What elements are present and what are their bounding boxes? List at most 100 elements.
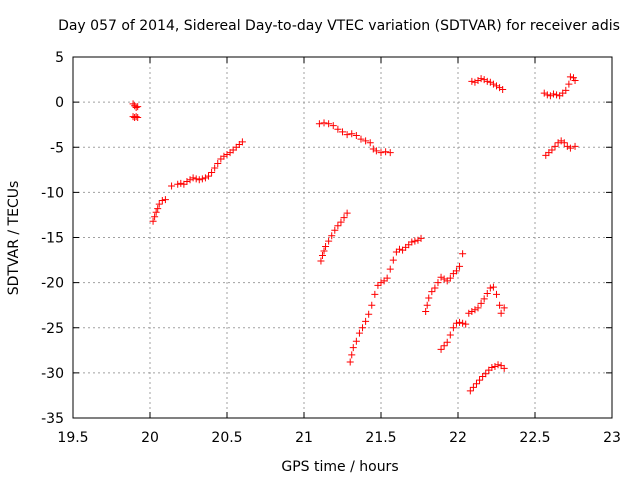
- data-point: [566, 144, 574, 152]
- data-point: [408, 238, 416, 246]
- data-point: [456, 262, 464, 270]
- data-point: [220, 152, 228, 160]
- data-point: [192, 175, 200, 183]
- series-arc-11: [540, 73, 579, 100]
- data-point: [362, 317, 370, 325]
- data-point: [411, 237, 419, 245]
- data-point: [318, 252, 326, 260]
- data-point: [205, 172, 213, 180]
- data-point: [431, 284, 439, 292]
- data-point: [546, 92, 554, 100]
- data-point: [131, 102, 139, 110]
- data-point: [499, 85, 507, 93]
- data-point: [493, 82, 500, 90]
- y-axis-title: SDTVAR / TECUs: [6, 181, 22, 296]
- data-point: [560, 139, 568, 147]
- data-point: [366, 139, 374, 147]
- x-axis-title: GPS time / hours: [281, 459, 398, 475]
- data-point: [151, 213, 159, 221]
- y-tick-label: -5: [50, 140, 64, 156]
- data-point: [362, 137, 370, 145]
- data-point: [486, 78, 494, 86]
- series-arc-9: [466, 361, 508, 395]
- data-point: [471, 78, 479, 86]
- data-point: [186, 176, 194, 184]
- data-point: [238, 138, 246, 146]
- data-point: [223, 150, 231, 158]
- data-point: [480, 295, 488, 303]
- x-tick-label: 23: [603, 430, 621, 446]
- series-arc-2: [149, 138, 246, 225]
- plot-frame: [72, 56, 613, 419]
- data-point: [317, 257, 325, 265]
- data-point: [357, 135, 365, 143]
- data-point: [477, 299, 485, 307]
- data-point: [348, 130, 356, 138]
- data-point: [198, 175, 206, 183]
- data-point: [355, 329, 363, 337]
- series-arc-12: [542, 137, 579, 159]
- data-point: [214, 159, 222, 167]
- data-point: [553, 91, 561, 99]
- data-point: [483, 289, 491, 297]
- data-point: [208, 169, 216, 177]
- series-arc-5: [346, 234, 425, 366]
- data-point: [440, 275, 448, 283]
- series-arc-6: [422, 250, 467, 316]
- data-point: [494, 361, 502, 369]
- data-point: [563, 142, 571, 150]
- data-point: [468, 77, 476, 85]
- data-point: [452, 319, 460, 327]
- data-point: [395, 245, 403, 253]
- x-tick-labels: 19.5 20 20.5 21 21.5 22 22.5 23: [57, 430, 621, 446]
- data-point: [352, 132, 360, 140]
- data-point: [493, 290, 500, 298]
- data-point: [554, 139, 562, 147]
- y-tick-labels: -35 -30 -25 -20 -15 -10 -5 0 5: [41, 50, 64, 427]
- data-point: [369, 145, 377, 153]
- data-point: [500, 364, 508, 372]
- data-points: [129, 73, 579, 395]
- series-arc-4: [317, 209, 351, 265]
- data-point: [149, 217, 157, 225]
- series-arc-1b: [129, 113, 142, 121]
- data-point: [462, 320, 470, 328]
- data-point: [382, 148, 390, 156]
- data-point: [349, 344, 357, 352]
- data-point: [343, 131, 351, 139]
- data-point: [446, 274, 454, 282]
- data-point: [383, 274, 391, 282]
- data-point: [425, 294, 433, 302]
- data-point: [343, 209, 351, 217]
- data-point: [489, 283, 497, 291]
- y-tick-label: -20: [41, 276, 64, 292]
- data-point: [443, 338, 451, 346]
- data-point: [440, 342, 448, 350]
- data-point: [414, 236, 422, 244]
- data-point: [476, 376, 484, 384]
- y-tick-label: -35: [41, 411, 64, 427]
- data-point: [540, 89, 548, 97]
- data-point: [482, 370, 490, 378]
- data-point: [337, 218, 345, 226]
- data-point: [129, 100, 137, 108]
- data-point: [132, 113, 140, 121]
- data-point: [339, 128, 346, 136]
- data-point: [437, 273, 445, 281]
- series-arc-7: [437, 318, 470, 353]
- data-point: [496, 301, 504, 309]
- data-point: [491, 363, 499, 371]
- data-point: [386, 149, 394, 157]
- data-point: [472, 380, 480, 388]
- data-point: [423, 301, 431, 309]
- data-point: [500, 304, 508, 312]
- data-point: [422, 308, 430, 316]
- data-point: [477, 75, 485, 83]
- data-point: [134, 103, 142, 111]
- x-tick-label: 21: [295, 430, 313, 446]
- data-point: [334, 125, 342, 133]
- data-point: [352, 337, 360, 345]
- data-point: [486, 284, 494, 292]
- data-point: [551, 142, 559, 150]
- data-point: [437, 345, 445, 353]
